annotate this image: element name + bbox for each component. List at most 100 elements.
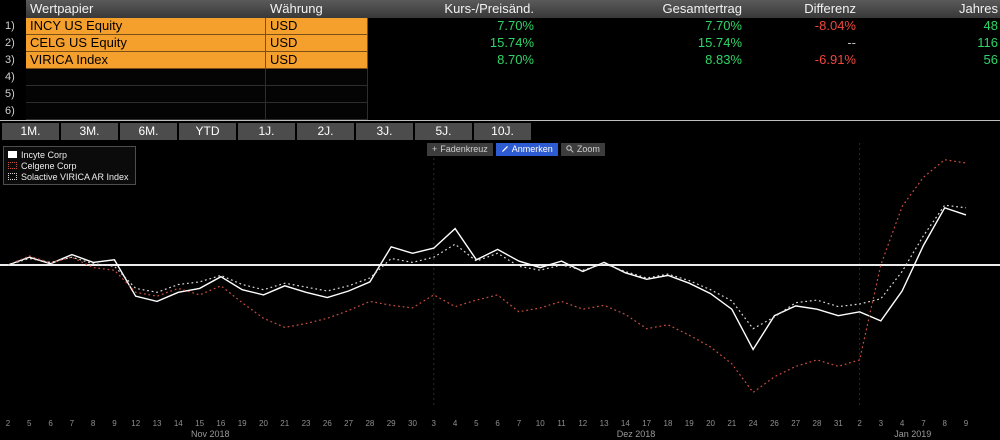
currency-field[interactable]: USD [266,18,368,35]
x-tick-label: 26 [769,419,779,428]
currency-field-empty[interactable] [266,69,368,86]
difference-value: -8.04% [814,18,856,33]
security-field[interactable]: VIRICA Index [26,52,266,69]
security-field-empty[interactable] [26,103,266,120]
x-tick-label: 28 [365,419,375,428]
chart-plot[interactable] [0,141,1000,440]
price-change-value [368,69,540,86]
tab-2y[interactable]: 2J. [297,123,354,140]
legend-item-celgene[interactable]: Celgene Corp [8,160,129,171]
table-row: 5) [0,86,1000,103]
x-tick-label: 17 [642,419,652,428]
chart-toolbar: + Fadenkreuz Anmerken Zoom [427,143,605,156]
chart-area: Incyte Corp Celgene Corp Solactive VIRIC… [0,141,1000,440]
x-tick-label: 12 [131,419,141,428]
annotate-label: Anmerken [511,144,553,154]
legend-item-virica-index[interactable]: Solactive VIRICA AR Index [8,171,129,182]
x-month-label: Jan 2019 [894,429,932,439]
annotate-button[interactable]: Anmerken [495,143,558,156]
series-swatch-solid-white [8,151,17,158]
table-row: 4) [0,69,1000,86]
x-tick-label: 8 [942,419,947,428]
security-field-empty[interactable] [26,86,266,103]
x-tick-label: 5 [474,419,479,428]
x-tick-label: 21 [727,419,737,428]
x-tick-label: 24 [748,419,758,428]
x-tick-label: 16 [216,419,226,428]
zoom-label: Zoom [576,144,600,154]
header-difference: Differenz [804,1,856,16]
security-field[interactable]: INCY US Equity [26,18,266,35]
security-field[interactable]: CELG US Equity [26,35,266,52]
series-swatch-dotted-gray [8,173,17,180]
x-tick-label: 2 [5,419,11,428]
header-currency: Währung [270,1,323,16]
currency-field-empty[interactable] [266,103,368,120]
x-tick-label: 3 [431,419,436,428]
tab-1m[interactable]: 1M. [2,123,59,140]
x-tick-label: 28 [812,419,822,428]
x-tick-label: 8 [90,419,96,428]
zoom-button[interactable]: Zoom [560,143,605,156]
tab-3y[interactable]: 3J. [356,123,413,140]
x-tick-label: 5 [27,419,32,428]
row-number[interactable]: 1) [0,18,26,35]
annual-value [862,103,1000,120]
x-tick-label: 7 [921,419,926,428]
x-tick-label: 6 [495,419,500,428]
difference-value [748,103,862,120]
chart-series-line [7,159,967,394]
x-tick-label: 9 [112,419,117,428]
x-tick-label: 14 [173,419,183,428]
row-number[interactable]: 4) [0,69,26,86]
header-security: Wertpapier [30,1,94,16]
x-tick-label: 14 [620,419,630,428]
x-tick-label: 27 [791,419,801,428]
difference-value [748,69,862,86]
x-tick-label: 3 [878,419,884,428]
x-tick-label: 9 [963,419,969,428]
total-return-value: 8.83% [705,52,742,67]
x-tick-label: 2 [857,419,862,428]
crosshair-button[interactable]: + Fadenkreuz [427,143,493,156]
legend-label: Celgene Corp [21,160,77,171]
tab-ytd[interactable]: YTD [179,123,236,140]
chart-series-line [7,204,967,330]
legend-label: Incyte Corp [21,149,68,160]
security-field-empty[interactable] [26,69,266,86]
x-tick-label: 7 [69,419,75,428]
price-change-value: 15.74% [489,35,534,50]
x-tick-label: 30 [408,419,417,428]
legend-item-incyte[interactable]: Incyte Corp [8,149,129,160]
header-annual: Jahres [958,1,998,16]
price-change-value: 8.70% [497,52,534,67]
tab-3m[interactable]: 3M. [61,123,118,140]
annual-value: 116 [977,35,998,50]
total-return-value: 7.70% [705,18,742,33]
row-number[interactable]: 2) [0,35,26,52]
tab-10y[interactable]: 10J. [474,123,531,140]
tab-1y[interactable]: 1J. [238,123,295,140]
row-number[interactable]: 5) [0,86,26,103]
x-tick-label: 21 [280,419,290,428]
currency-field-empty[interactable] [266,86,368,103]
row-number[interactable]: 6) [0,103,26,120]
table-chart-divider [0,120,1000,121]
tab-6m[interactable]: 6M. [120,123,177,140]
x-tick-label: 23 [301,419,311,428]
currency-field[interactable]: USD [266,35,368,52]
header-gutter [0,0,26,18]
currency-field[interactable]: USD [266,52,368,69]
x-tick-label: 4 [899,419,905,428]
row-number[interactable]: 3) [0,52,26,69]
x-tick-label: 19 [237,419,247,428]
annual-value [862,86,1000,103]
series-swatch-dotted-red [8,162,17,169]
period-tabs: 1M. 3M. 6M. YTD 1J. 2J. 3J. 5J. 10J. [2,123,531,140]
price-change-value [368,86,540,103]
x-tick-label: 11 [557,419,566,428]
tab-5y[interactable]: 5J. [415,123,472,140]
x-tick-label: 7 [516,419,522,428]
x-tick-label: 29 [386,419,396,428]
